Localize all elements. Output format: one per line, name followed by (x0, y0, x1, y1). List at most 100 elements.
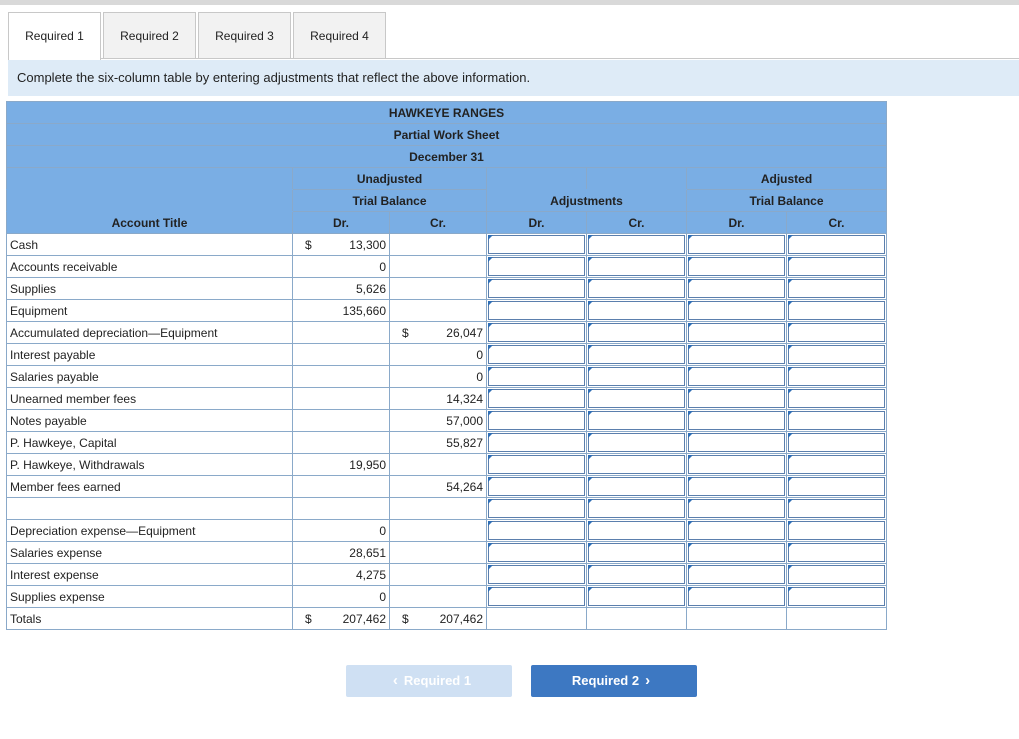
adj-dr-input[interactable] (486, 497, 587, 520)
adj-dr-input[interactable] (486, 299, 587, 322)
adj-cr-input-box[interactable] (588, 455, 685, 474)
adj-dr-input[interactable] (486, 409, 587, 432)
adjusted-dr-input-box[interactable] (688, 499, 785, 518)
adjusted-cr-input[interactable] (786, 585, 887, 608)
adjusted-dr-input-box[interactable] (688, 433, 785, 452)
adjusted-dr-input[interactable] (686, 497, 787, 520)
adj-dr-input[interactable] (486, 277, 587, 300)
adjusted-cr-input-box[interactable] (788, 499, 885, 518)
adj-cr-input[interactable] (586, 343, 687, 366)
adj-dr-input-box[interactable] (488, 301, 585, 320)
adj-dr-input-box[interactable] (488, 235, 585, 254)
adjusted-cr-input-box[interactable] (788, 433, 885, 452)
adj-cr-input[interactable] (586, 299, 687, 322)
adjusted-dr-input[interactable] (686, 365, 787, 388)
adjusted-dr-input[interactable] (686, 277, 787, 300)
adjusted-cr-input-box[interactable] (788, 257, 885, 276)
adj-cr-input-box[interactable] (588, 257, 685, 276)
adj-cr-input-box[interactable] (588, 367, 685, 386)
adjusted-dr-input-box[interactable] (688, 455, 785, 474)
adjusted-cr-input-box[interactable] (788, 587, 885, 606)
adjusted-dr-input[interactable] (686, 321, 787, 344)
adj-dr-input-box[interactable] (488, 521, 585, 540)
adjusted-cr-input-box[interactable] (788, 543, 885, 562)
adj-cr-input[interactable] (586, 563, 687, 586)
adj-dr-input-box[interactable] (488, 367, 585, 386)
adj-dr-input-box[interactable] (488, 565, 585, 584)
adj-cr-input[interactable] (586, 321, 687, 344)
adjusted-dr-input-box[interactable] (688, 235, 785, 254)
adjusted-dr-input[interactable] (686, 585, 787, 608)
adjusted-dr-input-box[interactable] (688, 257, 785, 276)
adjusted-dr-input[interactable] (686, 541, 787, 564)
adjusted-cr-input[interactable] (786, 563, 887, 586)
adj-dr-input-box[interactable] (488, 587, 585, 606)
adj-cr-input[interactable] (586, 453, 687, 476)
adjusted-cr-input[interactable] (786, 431, 887, 454)
tab-required-1[interactable]: Required 1 (8, 12, 101, 60)
adjusted-cr-input[interactable] (786, 299, 887, 322)
adj-dr-input-box[interactable] (488, 433, 585, 452)
adj-cr-input-box[interactable] (588, 433, 685, 452)
adj-cr-input[interactable] (586, 387, 687, 410)
adj-cr-input-box[interactable] (588, 477, 685, 496)
adjusted-dr-input-box[interactable] (688, 367, 785, 386)
adj-cr-input-box[interactable] (588, 565, 685, 584)
adj-cr-input[interactable] (586, 497, 687, 520)
adj-dr-input[interactable] (486, 453, 587, 476)
adj-cr-input[interactable] (586, 585, 687, 608)
adj-cr-input[interactable] (586, 541, 687, 564)
adjusted-dr-input[interactable] (686, 519, 787, 542)
adjusted-dr-input-box[interactable] (688, 565, 785, 584)
adj-cr-input-box[interactable] (588, 411, 685, 430)
adj-dr-input-box[interactable] (488, 411, 585, 430)
adj-cr-input[interactable] (586, 409, 687, 432)
adj-cr-input-box[interactable] (588, 235, 685, 254)
adj-cr-input-box[interactable] (588, 543, 685, 562)
adjusted-dr-input-box[interactable] (688, 411, 785, 430)
adjusted-dr-input[interactable] (686, 409, 787, 432)
adjusted-cr-input-box[interactable] (788, 345, 885, 364)
adjusted-cr-input[interactable] (786, 519, 887, 542)
adjusted-dr-input-box[interactable] (688, 477, 785, 496)
adjusted-dr-input-box[interactable] (688, 389, 785, 408)
adj-dr-input-box[interactable] (488, 455, 585, 474)
adjusted-cr-input-box[interactable] (788, 411, 885, 430)
prev-required-button[interactable]: ‹ Required 1 (346, 665, 512, 697)
adjusted-cr-input-box[interactable] (788, 367, 885, 386)
adj-dr-input-box[interactable] (488, 499, 585, 518)
adjusted-cr-input-box[interactable] (788, 235, 885, 254)
adj-cr-input-box[interactable] (588, 279, 685, 298)
adj-cr-input[interactable] (586, 475, 687, 498)
adj-dr-input[interactable] (486, 233, 587, 256)
adjusted-cr-input[interactable] (786, 541, 887, 564)
adjusted-dr-input[interactable] (686, 343, 787, 366)
adjusted-cr-input[interactable] (786, 321, 887, 344)
adjusted-cr-input[interactable] (786, 497, 887, 520)
adj-dr-input-box[interactable] (488, 279, 585, 298)
adj-dr-input-box[interactable] (488, 345, 585, 364)
adjusted-dr-input-box[interactable] (688, 543, 785, 562)
adj-dr-input[interactable] (486, 563, 587, 586)
adj-cr-input-box[interactable] (588, 521, 685, 540)
adjusted-cr-input-box[interactable] (788, 389, 885, 408)
adjusted-dr-input[interactable] (686, 475, 787, 498)
adjusted-cr-input[interactable] (786, 453, 887, 476)
adjusted-cr-input[interactable] (786, 409, 887, 432)
adjusted-dr-input[interactable] (686, 563, 787, 586)
adj-dr-input[interactable] (486, 321, 587, 344)
adjusted-cr-input-box[interactable] (788, 279, 885, 298)
adj-cr-input[interactable] (586, 519, 687, 542)
adj-dr-input[interactable] (486, 541, 587, 564)
tab-required-4[interactable]: Required 4 (293, 12, 386, 58)
adj-dr-input[interactable] (486, 255, 587, 278)
adjusted-cr-input[interactable] (786, 343, 887, 366)
tab-required-2[interactable]: Required 2 (103, 12, 196, 58)
adj-dr-input-box[interactable] (488, 477, 585, 496)
adjusted-cr-input-box[interactable] (788, 455, 885, 474)
adj-cr-input[interactable] (586, 431, 687, 454)
adj-cr-input-box[interactable] (588, 345, 685, 364)
adj-dr-input-box[interactable] (488, 323, 585, 342)
next-required-button[interactable]: Required 2 › (531, 665, 697, 697)
adjusted-dr-input-box[interactable] (688, 323, 785, 342)
